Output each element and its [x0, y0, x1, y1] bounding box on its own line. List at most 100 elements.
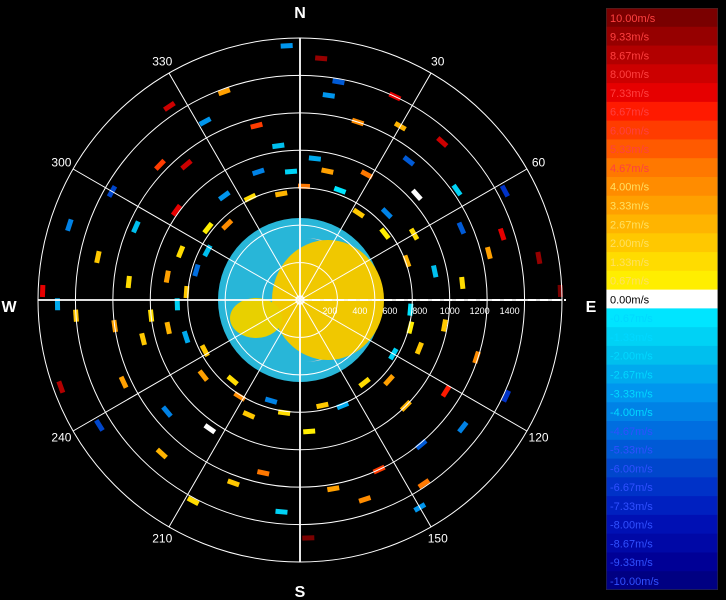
- colorbar-swatch: [606, 101, 718, 122]
- colorbar-swatch: [606, 327, 718, 347]
- velocity-bin: [118, 375, 129, 389]
- velocity-bin: [251, 167, 265, 177]
- velocity-bin: [456, 221, 467, 235]
- velocity-bin: [155, 447, 168, 460]
- velocity-bin: [302, 535, 315, 541]
- colorbar-swatch: [606, 364, 718, 384]
- velocity-bin: [125, 275, 132, 289]
- azimuth-spoke: [168, 299, 301, 528]
- polar-labels: N E S W 30 60 120 150 210 240 300 330 200 400 600 800 10…: [1, 5, 596, 600]
- velocity-bin: [440, 319, 448, 332]
- colorbar-label: -2.67m/s: [610, 369, 653, 381]
- velocity-bin: [303, 428, 316, 435]
- velocity-bin: [440, 384, 452, 398]
- velocity-bin: [192, 263, 201, 277]
- velocity-bin: [131, 220, 141, 234]
- velocity-bin: [497, 227, 507, 241]
- colorbar-swatch: [606, 421, 718, 441]
- velocity-bin: [139, 332, 147, 346]
- velocity-bin: [459, 276, 466, 290]
- azimuth-spoke: [299, 299, 432, 528]
- velocity-bin: [333, 185, 347, 195]
- colorbar-label: 2.67m/s: [610, 219, 650, 231]
- velocity-bin: [203, 423, 217, 435]
- velocity-bin: [197, 369, 209, 382]
- velocity-bin: [436, 136, 449, 148]
- velocity-bin: [94, 418, 105, 432]
- velocity-bin: [402, 155, 416, 167]
- velocity-bin: [415, 438, 428, 451]
- velocity-bin: [380, 207, 393, 220]
- azimuth-label: 30: [431, 54, 445, 68]
- colorbar-swatch: [606, 139, 718, 159]
- colorbar-label: -0.67m/s: [610, 313, 653, 325]
- colorbar-label: -5.33m/s: [610, 445, 653, 457]
- velocity-bin: [417, 478, 431, 490]
- velocity-bin: [326, 485, 340, 493]
- velocity-bin: [484, 246, 493, 260]
- colorbar-swatch: [606, 533, 718, 553]
- colorbar-label: 5.33m/s: [610, 144, 650, 156]
- colorbar-label: -4.67m/s: [610, 426, 653, 438]
- core-receding-patch: [230, 298, 282, 338]
- velocity-bin: [181, 330, 191, 344]
- velocity-bin: [243, 192, 257, 203]
- velocity-bin: [94, 250, 102, 264]
- azimuth-label: 210: [152, 532, 172, 546]
- velocity-bin: [39, 284, 46, 298]
- velocity-bin: [410, 188, 423, 201]
- velocity-bin: [164, 321, 172, 335]
- colorbar-label: 10.00m/s: [610, 13, 656, 25]
- velocity-bin: [65, 218, 74, 232]
- colorbar-swatch: [606, 83, 718, 103]
- velocity-bin: [280, 43, 293, 49]
- velocity-bin: [535, 251, 543, 265]
- colorbar-swatch: [606, 195, 718, 216]
- azimuth-spoke: [299, 299, 528, 432]
- colorbar-swatch: [606, 308, 718, 328]
- velocity-bin: [358, 376, 371, 389]
- colorbar-swatch: [606, 477, 718, 497]
- range-label: 600: [382, 306, 397, 316]
- velocity-bin: [161, 405, 173, 418]
- colorbar-label: -3.33m/s: [610, 388, 653, 400]
- cardinal-e: E: [586, 299, 597, 316]
- colorbar-label: 8.00m/s: [610, 69, 650, 81]
- colorbar-label: 3.33m/s: [610, 201, 650, 213]
- velocity-bin: [352, 207, 365, 219]
- velocity-bin: [284, 168, 298, 175]
- colorbar-label: -7.33m/s: [610, 501, 653, 513]
- colorbar-label: -9.33m/s: [610, 557, 653, 569]
- velocity-bin: [431, 264, 439, 278]
- colorbar-swatch: [606, 8, 718, 28]
- velocity-bin: [180, 158, 193, 171]
- colorbar-label: 7.33m/s: [610, 88, 650, 100]
- velocity-bin: [360, 169, 374, 180]
- colorbar-label: 6.00m/s: [610, 125, 650, 137]
- azimuth-spoke: [72, 168, 301, 301]
- velocity-bin: [163, 270, 171, 283]
- azimuth-spoke: [299, 72, 432, 301]
- velocity-bin: [226, 374, 239, 387]
- colorbar-label: -8.67m/s: [610, 538, 653, 550]
- azimuth-label: 330: [152, 54, 172, 68]
- colorbar-swatch: [606, 26, 718, 47]
- velocity-bin: [308, 155, 322, 162]
- colorbar-swatch: [606, 345, 718, 366]
- range-label: 1400: [500, 306, 520, 316]
- velocity-bin: [316, 401, 329, 410]
- velocity-bin: [176, 245, 186, 259]
- velocity-bin: [402, 254, 412, 268]
- velocity-bin: [56, 380, 66, 394]
- velocity-bin: [221, 218, 234, 231]
- velocity-bin: [322, 92, 336, 99]
- colorbar-swatch: [606, 552, 718, 572]
- range-label: 400: [352, 306, 367, 316]
- velocity-bin: [332, 78, 345, 86]
- cardinal-s: S: [295, 584, 306, 600]
- colorbar-label: 0.00m/s: [610, 294, 650, 306]
- velocity-bin: [274, 190, 288, 198]
- colorbar-swatch: [606, 514, 718, 535]
- azimuth-spoke: [72, 299, 301, 432]
- colorbar-swatch: [606, 270, 718, 291]
